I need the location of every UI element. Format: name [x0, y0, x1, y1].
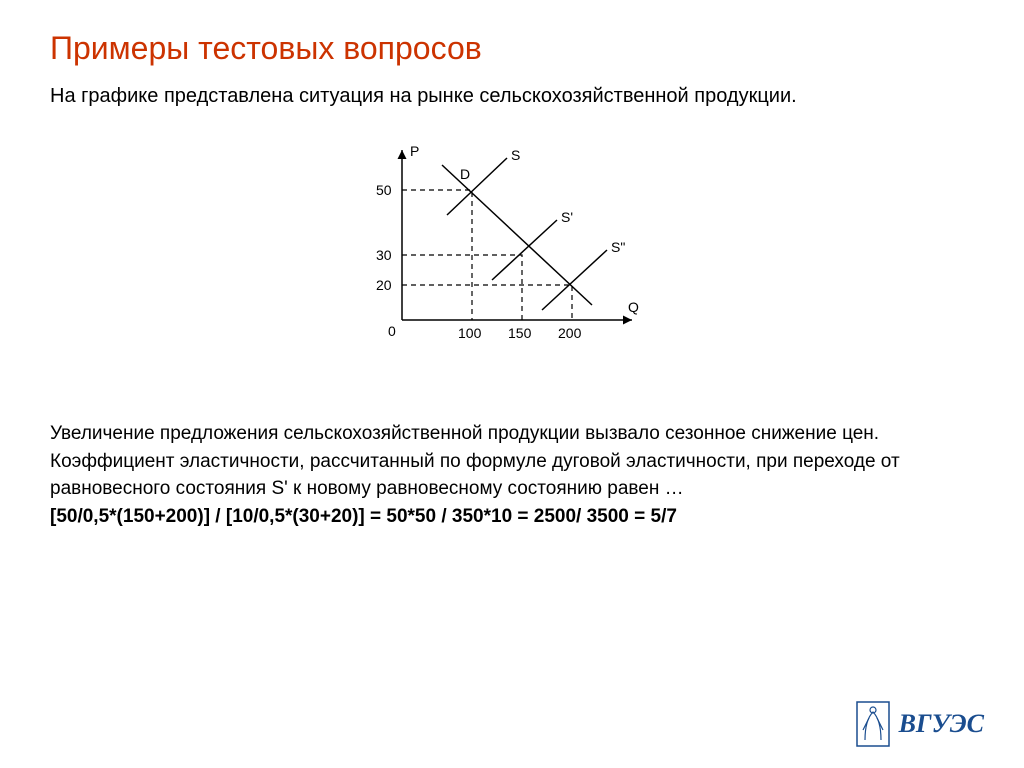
- formula-text: [50/0,5*(150+200)] / [10/0,5*(30+20)] = …: [50, 506, 677, 527]
- page-title: Примеры тестовых вопросов: [50, 30, 974, 67]
- logo-text: ВГУЭС: [899, 709, 984, 739]
- svg-text:P: P: [410, 143, 419, 159]
- svg-text:S": S": [611, 239, 625, 255]
- svg-text:200: 200: [558, 325, 582, 341]
- svg-text:20: 20: [376, 277, 392, 293]
- explanation-text: Увеличение предложения сельскохозяйствен…: [50, 423, 900, 499]
- logo: ВГУЭС: [855, 700, 984, 748]
- svg-text:Q: Q: [628, 299, 639, 315]
- svg-text:100: 100: [458, 325, 482, 341]
- intro-text: На графике представлена ситуация на рынк…: [50, 82, 974, 110]
- svg-text:D: D: [460, 166, 470, 182]
- svg-text:50: 50: [376, 182, 392, 198]
- svg-text:150: 150: [508, 325, 532, 341]
- body-text-block: Увеличение предложения сельскохозяйствен…: [50, 420, 974, 530]
- svg-text:30: 30: [376, 247, 392, 263]
- svg-text:S: S: [511, 147, 520, 163]
- chart-svg: P Q 0 50 30 20 100 150 200 D S S' S": [362, 130, 662, 370]
- svg-text:S': S': [561, 209, 573, 225]
- svg-text:0: 0: [388, 323, 396, 339]
- logo-icon: [855, 700, 891, 748]
- supply-demand-chart: P Q 0 50 30 20 100 150 200 D S S' S": [362, 130, 662, 370]
